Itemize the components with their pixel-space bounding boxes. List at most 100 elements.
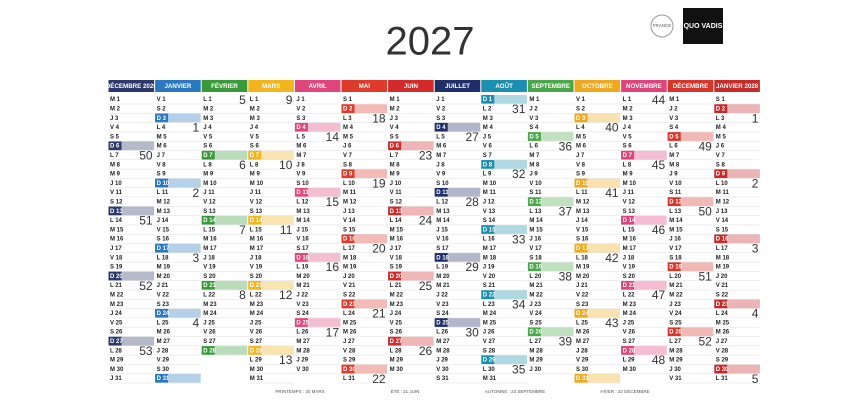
day: M 6 <box>576 144 587 150</box>
badge-text: FRANCE <box>653 23 672 28</box>
day: M 2 <box>250 107 261 113</box>
day: V 1 <box>157 97 167 103</box>
month-name: JUIN <box>404 83 419 90</box>
day: D 21 <box>623 283 636 289</box>
day: M 27 <box>157 339 171 345</box>
day: M 8 <box>110 162 121 168</box>
sunday-band <box>481 290 527 299</box>
sunday-cell <box>388 336 402 346</box>
day: J 22 <box>296 293 308 299</box>
sunday-cell <box>481 160 495 169</box>
day: J 28 <box>576 348 588 354</box>
day: S 27 <box>623 339 636 345</box>
day: D 21 <box>250 283 263 289</box>
month-name: AVRIL <box>309 83 327 90</box>
day: S 20 <box>250 274 263 280</box>
day: V 9 <box>296 172 306 178</box>
day: M 16 <box>110 237 124 243</box>
day: S 6 <box>250 144 260 150</box>
day: V 5 <box>250 134 260 140</box>
day: J 22 <box>436 293 448 299</box>
week-number: 47 <box>652 288 666 302</box>
sunday-band <box>481 225 527 234</box>
day: M 12 <box>157 200 171 206</box>
week-number: 36 <box>559 139 573 153</box>
sunday-band <box>434 122 481 132</box>
day: L 20 <box>669 274 682 280</box>
day: V 5 <box>203 134 213 140</box>
day: J 4 <box>623 125 632 131</box>
week-number: 4 <box>193 316 200 330</box>
day: M 5 <box>343 134 354 140</box>
day: M 4 <box>716 125 727 131</box>
day: S 14 <box>483 218 496 224</box>
day: J 4 <box>203 125 212 131</box>
month-name: NOVEMBRE <box>626 83 662 90</box>
sunday-cell <box>621 215 635 225</box>
day: L 22 <box>250 293 263 299</box>
day: S 3 <box>436 116 446 122</box>
day: S 22 <box>716 293 729 299</box>
day: L 8 <box>250 162 259 168</box>
day: D 1 <box>483 97 493 103</box>
day: D 5 <box>669 134 679 140</box>
week-number: 31 <box>512 102 526 116</box>
day: V 28 <box>343 348 356 354</box>
day: M 18 <box>343 255 357 261</box>
week-number: 30 <box>465 325 479 339</box>
day: L 29 <box>623 358 636 364</box>
sunday-band <box>527 327 574 337</box>
week-number: 16 <box>326 260 340 274</box>
day: S 15 <box>343 227 356 233</box>
day: D 10 <box>157 181 170 187</box>
week-number: 23 <box>419 149 433 163</box>
sunday-band <box>574 243 621 253</box>
day: J 23 <box>529 302 541 308</box>
day: D 31 <box>157 376 170 382</box>
month-header <box>714 80 760 92</box>
day: S 5 <box>390 134 400 140</box>
day: M 20 <box>576 274 590 280</box>
day: L 13 <box>669 209 682 215</box>
sunday-cell <box>527 132 541 141</box>
sunday-cell <box>621 281 635 290</box>
day: S 9 <box>157 172 167 178</box>
day: M 25 <box>343 320 357 326</box>
sunday-cell <box>155 374 169 383</box>
day: D 11 <box>436 190 449 196</box>
week-number: 2 <box>752 177 759 191</box>
day: D 7 <box>203 153 213 159</box>
month-header <box>155 80 201 92</box>
day: J 11 <box>203 190 215 196</box>
day: J 2 <box>529 107 538 113</box>
month-name: MAI <box>359 83 371 90</box>
sunday-band <box>481 160 527 169</box>
day: S 19 <box>110 265 123 271</box>
day: D 13 <box>110 209 123 215</box>
sunday-cell <box>294 122 308 132</box>
day: M 1 <box>390 97 401 103</box>
sunday-cell <box>248 150 262 160</box>
day: M 17 <box>483 246 497 252</box>
sunday-cell <box>667 262 681 272</box>
day: J 27 <box>343 339 355 345</box>
week-number: 5 <box>752 372 759 386</box>
day: L 11 <box>576 190 588 196</box>
day: M 24 <box>203 311 217 317</box>
sunday-cell <box>341 104 355 113</box>
day: V 18 <box>110 255 123 261</box>
sunday-cell <box>108 141 122 151</box>
day: S 13 <box>250 209 263 215</box>
day: M 7 <box>529 153 540 159</box>
day: J 8 <box>296 162 305 168</box>
day: L 11 <box>157 190 169 196</box>
week-number: 33 <box>512 232 526 246</box>
day: V 29 <box>576 358 589 364</box>
day: S 24 <box>436 311 449 317</box>
day: J 31 <box>110 376 122 382</box>
day: D 2 <box>716 107 726 113</box>
day: L 1 <box>250 97 259 103</box>
day: M 30 <box>623 367 637 373</box>
day: M 14 <box>669 218 683 224</box>
day: J 1 <box>436 97 445 103</box>
